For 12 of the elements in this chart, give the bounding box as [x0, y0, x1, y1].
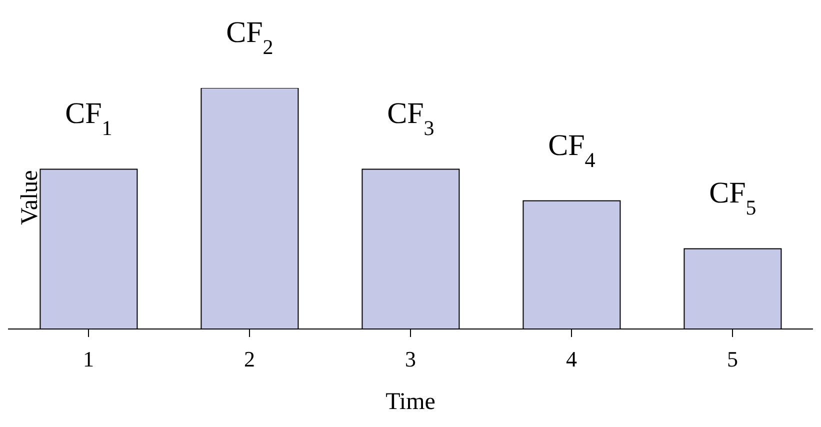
x-tick-label: 5: [727, 346, 738, 372]
annotation: CF$_{5}$: [709, 176, 756, 220]
annotation: CF$_{1}$: [65, 97, 112, 140]
annotation: CF$_{4}$: [548, 128, 596, 172]
x-tick-label: 4: [566, 346, 577, 372]
x-axis-title: Time: [386, 389, 436, 415]
annotation: CF$_{2}$: [226, 16, 274, 59]
x-tick-label: 1: [83, 346, 94, 372]
y-axis-title: Value: [16, 170, 44, 225]
x-tick-label: 3: [405, 346, 416, 372]
annotation: CF$_{3}$: [387, 97, 434, 140]
x-tick-label: 2: [244, 346, 255, 372]
